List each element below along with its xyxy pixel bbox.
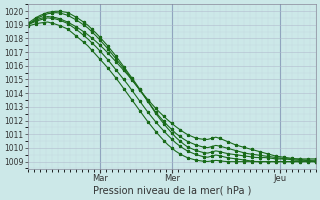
X-axis label: Pression niveau de la mer( hPa ): Pression niveau de la mer( hPa )	[92, 186, 251, 196]
